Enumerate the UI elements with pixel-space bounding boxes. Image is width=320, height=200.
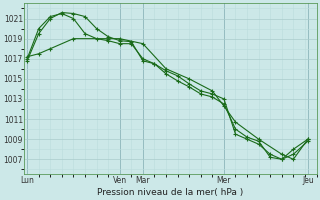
- X-axis label: Pression niveau de la mer( hPa ): Pression niveau de la mer( hPa ): [97, 188, 244, 197]
